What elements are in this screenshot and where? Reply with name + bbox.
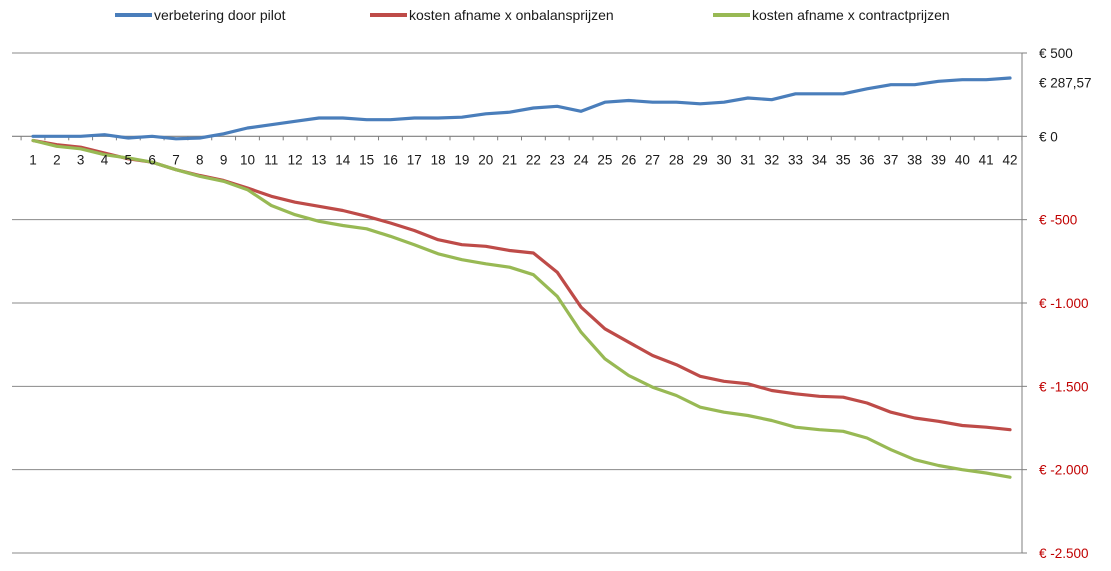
x-tick-label: 34 (812, 152, 828, 167)
x-tick-label: 5 (125, 152, 133, 167)
x-tick-label: 30 (717, 152, 732, 167)
x-tick-label: 7 (172, 152, 180, 167)
x-tick-label: 8 (196, 152, 204, 167)
x-tick-label: 14 (335, 152, 351, 167)
x-tick-label: 19 (454, 152, 469, 167)
x-tick-label: 26 (621, 152, 636, 167)
x-tick-label: 33 (788, 152, 803, 167)
x-tick-label: 23 (550, 152, 565, 167)
x-tick-label: 1 (29, 152, 37, 167)
legend: verbetering door pilot kosten afname x on… (115, 7, 950, 23)
x-tick-label: 38 (907, 152, 922, 167)
x-tick-label: 4 (101, 152, 109, 167)
x-tick-label: 32 (764, 152, 779, 167)
y-tick-label: € -500 (1039, 213, 1077, 228)
x-tick-label: 36 (860, 152, 875, 167)
x-tick-labels: 1 2 3 4 5 6 7 8 9 10 11 12 13 14 15 16 17 18 19 20 21 22 23 24 2… (29, 152, 1017, 167)
legend-label: kosten afname x onbalansprijzen (409, 7, 614, 23)
x-tick-label: 6 (148, 152, 156, 167)
legend-label: kosten afname x contractprijzen (752, 7, 950, 23)
x-tick-label: 24 (574, 152, 590, 167)
y-tick-label: € -2.500 (1039, 546, 1089, 561)
series-line (31, 138, 1012, 479)
x-tick-label: 28 (669, 152, 684, 167)
x-tick-label: 20 (478, 152, 493, 167)
x-tick-label: 3 (77, 152, 85, 167)
x-tick-label: 40 (955, 152, 970, 167)
y-tick-labels: € 500 € 0 € -500 € -1.000 € -1.500 € -2.000 € … (1039, 46, 1089, 561)
y-tick-label: € -2.000 (1039, 463, 1089, 478)
x-tick-label: 25 (597, 152, 612, 167)
x-tick-label: 39 (931, 152, 946, 167)
x-tick-label: 12 (288, 152, 303, 167)
x-tick-label: 27 (645, 152, 660, 167)
x-tick-label: 35 (836, 152, 851, 167)
x-tick-label: 16 (383, 152, 398, 167)
gridlines (12, 52, 1022, 554)
legend-label: verbetering door pilot (154, 7, 286, 23)
x-tick-label: 10 (240, 152, 255, 167)
x-tick-label: 22 (526, 152, 541, 167)
y-tick-label: € -1.500 (1039, 379, 1089, 394)
x-tick-label: 18 (431, 152, 446, 167)
x-tick-label: 15 (359, 152, 374, 167)
x-tick-label: 42 (1002, 152, 1017, 167)
x-tick-label: 37 (883, 152, 898, 167)
y-tick-label: € 0 (1039, 129, 1058, 144)
x-tick-label: 29 (693, 152, 708, 167)
series-lines (31, 76, 1012, 479)
y-tick-label: € 500 (1039, 46, 1073, 61)
series-line (31, 76, 1012, 141)
x-tick-label: 17 (407, 152, 422, 167)
x-tick-label: 11 (264, 152, 278, 167)
x-tick-label: 41 (979, 152, 994, 167)
x-tick-label: 21 (502, 152, 517, 167)
y-tick-label: € -1.000 (1039, 296, 1089, 311)
x-tick-label: 2 (53, 152, 61, 167)
x-tick-label: 9 (220, 152, 228, 167)
x-tick-label: 13 (311, 152, 326, 167)
x-tick-label: 31 (740, 152, 755, 167)
end-value-label: € 287,57 (1039, 75, 1092, 90)
